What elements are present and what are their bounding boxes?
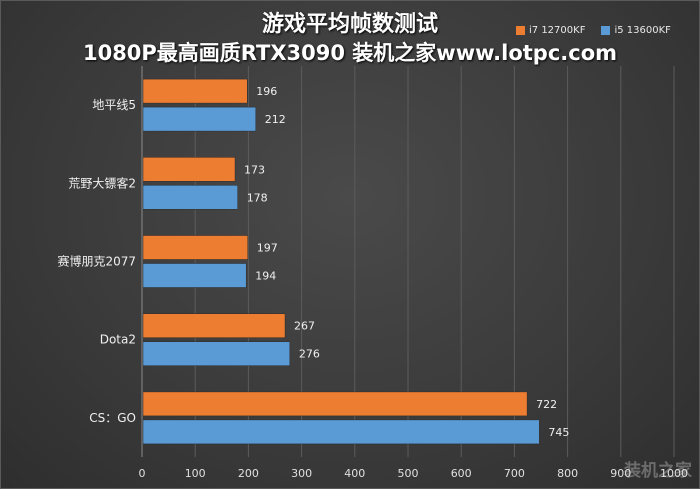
x-tick-label-800: 800 [557, 467, 578, 480]
bar-2-series-1 [142, 263, 247, 288]
category-label-3: Dota2 [100, 333, 136, 347]
category-label-2: 赛博朋克2077 [57, 254, 136, 269]
x-tick-label-200: 200 [238, 467, 259, 480]
data-label-0-series-0: 196 [256, 85, 277, 98]
bar-1-series-0 [142, 157, 236, 182]
legend-item-series-0: i7 12700KF [516, 25, 585, 36]
x-tick-label-0: 0 [139, 467, 146, 480]
data-label-3-series-1: 276 [299, 348, 320, 361]
bar-3-series-0 [142, 313, 286, 338]
bar-3-series-1 [142, 341, 291, 366]
data-label-2-series-0: 197 [257, 242, 278, 255]
data-label-4-series-1: 745 [548, 426, 569, 439]
chart-title: 游戏平均帧数测试 [261, 11, 438, 37]
x-tick-label-900: 900 [610, 467, 631, 480]
x-tick-label-400: 400 [344, 467, 365, 480]
watermark-logo: 装机之家 [624, 461, 692, 481]
bar-4-series-1 [142, 419, 540, 445]
category-label-1: 荒野大镖客2 [68, 175, 136, 190]
legend-swatch-series-1 [601, 26, 611, 35]
x-tick-label-700: 700 [504, 467, 525, 480]
bar-4-series-0 [142, 391, 528, 417]
x-tick-label-300: 300 [291, 467, 312, 480]
x-tick-label-1000: 1000 [660, 467, 688, 480]
legend-label-series-0: i7 12700KF [529, 25, 586, 36]
x-tick-label-600: 600 [451, 467, 472, 480]
legend-item-series-1: i5 13600KF [601, 25, 671, 36]
category-label-0: 地平线5 [92, 98, 136, 112]
legend-label-series-1: i5 13600KF [614, 25, 671, 36]
data-label-0-series-1: 212 [265, 113, 286, 126]
category-label-4: CS：GO [89, 411, 136, 425]
chart-subtitle: 1080P最高画质RTX3090 装机之家www.lotpc.com [82, 41, 618, 65]
x-tick-label-500: 500 [398, 467, 419, 480]
bar-1-series-1 [142, 185, 238, 210]
data-label-2-series-1: 194 [255, 270, 276, 283]
bar-0-series-1 [142, 106, 257, 132]
data-label-3-series-0: 267 [294, 320, 315, 333]
chart-legend: i7 12700KF i5 13600KF [516, 25, 671, 36]
bar-0-series-0 [142, 78, 248, 104]
data-label-1-series-1: 178 [247, 191, 268, 204]
data-label-4-series-0: 722 [536, 398, 557, 411]
bar-2-series-0 [142, 235, 249, 260]
data-label-1-series-0: 173 [244, 163, 265, 176]
legend-swatch-series-0 [516, 26, 525, 35]
x-tick-label-100: 100 [185, 467, 206, 480]
